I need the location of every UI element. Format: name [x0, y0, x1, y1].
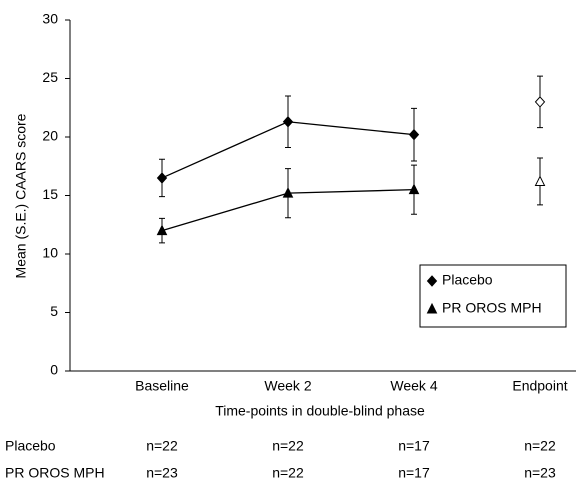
- marker: [156, 172, 168, 184]
- marker: [534, 96, 546, 108]
- x-tick-label: Baseline: [135, 378, 189, 394]
- y-axis-title: Mean (S.E.) CAARS score: [13, 113, 29, 278]
- marker: [408, 183, 420, 195]
- table-cell: n=22: [272, 438, 304, 454]
- table-cell: n=23: [524, 465, 556, 481]
- table-cell: n=22: [524, 438, 556, 454]
- table-cell: n=22: [146, 438, 178, 454]
- y-tick-label: 15: [42, 186, 58, 202]
- marker: [426, 275, 438, 287]
- marker: [534, 175, 546, 186]
- x-tick-label: Endpoint: [512, 378, 567, 394]
- y-tick-label: 25: [42, 69, 58, 85]
- x-tick-label: Week 2: [264, 378, 311, 394]
- legend-label: Placebo: [442, 272, 493, 288]
- y-tick-label: 30: [42, 11, 58, 27]
- table-cell: n=17: [398, 438, 430, 454]
- marker: [156, 224, 168, 236]
- table-cell: n=23: [146, 465, 178, 481]
- x-axis-title: Time-points in double-blind phase: [215, 403, 425, 419]
- legend-label: PR OROS MPH: [442, 300, 542, 316]
- y-tick-label: 0: [50, 362, 58, 378]
- marker: [408, 128, 420, 141]
- table-row-label: Placebo: [5, 438, 56, 454]
- table-row-label: PR OROS MPH: [5, 465, 105, 481]
- table-cell: n=17: [398, 465, 430, 481]
- legend-box: [419, 264, 567, 328]
- marker: [282, 187, 294, 198]
- marker: [282, 116, 294, 128]
- y-tick-label: 5: [50, 303, 58, 319]
- marker: [426, 302, 438, 314]
- x-tick-label: Week 4: [390, 378, 437, 394]
- y-tick-label: 20: [42, 128, 58, 144]
- table-cell: n=22: [272, 465, 304, 481]
- y-tick-label: 10: [42, 245, 58, 261]
